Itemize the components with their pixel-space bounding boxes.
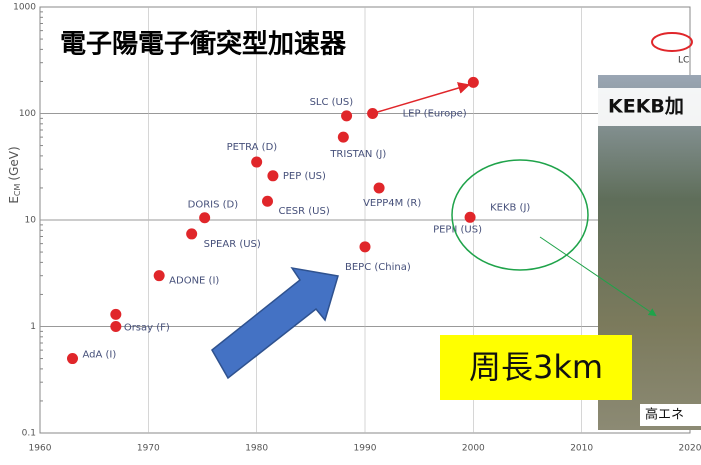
point-label: Orsay (F) bbox=[124, 323, 170, 334]
x-tick-label: 1980 bbox=[245, 444, 268, 454]
photo-caption-box bbox=[598, 88, 701, 126]
y-tick-label: 10 bbox=[25, 216, 37, 226]
point-label: PEPII (US) bbox=[433, 224, 482, 235]
point bbox=[110, 308, 122, 320]
point bbox=[359, 241, 371, 253]
x-tick-label: 2010 bbox=[570, 444, 593, 454]
point bbox=[262, 195, 273, 207]
y-axis-label: ECM (GeV) bbox=[7, 146, 22, 203]
point-label: LEP (Europe) bbox=[403, 109, 467, 120]
point-label: AdA (I) bbox=[83, 350, 117, 361]
point bbox=[337, 131, 349, 143]
photo-caption: KEKB加 bbox=[608, 96, 684, 118]
y-label-unit: (GeV) bbox=[7, 146, 21, 180]
point bbox=[367, 108, 379, 119]
y-tick-label: 1000 bbox=[13, 3, 36, 13]
point-label: CESR (US) bbox=[279, 206, 330, 217]
pointer bbox=[539, 236, 657, 317]
point-label: DORIS (D) bbox=[188, 200, 239, 211]
y-tick-label: 0.1 bbox=[22, 429, 36, 439]
point-label: ADONE (I) bbox=[169, 276, 219, 287]
chart: 0.1 1 10 100 1000 1960 1970 1980 1990 2000 2010 202… bbox=[13, 3, 701, 454]
lc-label: LC bbox=[678, 56, 689, 66]
highlight-ellipse bbox=[451, 159, 589, 271]
y-tick-label: 100 bbox=[19, 109, 36, 119]
x-tick-label: 2000 bbox=[462, 444, 485, 454]
y-tick-label: 1 bbox=[30, 322, 36, 332]
y-label-main: E bbox=[7, 196, 21, 204]
point bbox=[110, 321, 122, 332]
point bbox=[467, 76, 479, 88]
point bbox=[464, 211, 476, 223]
point bbox=[199, 212, 211, 224]
circumference-box bbox=[440, 335, 632, 400]
point bbox=[153, 270, 165, 282]
credit-box bbox=[640, 404, 701, 426]
point bbox=[186, 228, 198, 240]
point bbox=[267, 170, 279, 182]
point-label: SLC (US) bbox=[310, 97, 354, 108]
trend-arrow bbox=[372, 82, 471, 115]
point bbox=[341, 110, 353, 122]
point-label: SPEAR (US) bbox=[204, 239, 261, 250]
x-tick-label: 1960 bbox=[29, 444, 52, 454]
y-label-sub: CM bbox=[13, 184, 22, 197]
point-label: KEKB (J) bbox=[490, 202, 530, 213]
blue-arrow bbox=[211, 266, 339, 380]
circumference: 周長3km bbox=[469, 348, 603, 386]
point-label: TRISTAN (J) bbox=[329, 149, 386, 160]
x-tick-label: 1990 bbox=[354, 444, 377, 454]
point bbox=[67, 353, 78, 365]
point bbox=[251, 156, 263, 168]
x-tick-label: 1970 bbox=[137, 444, 160, 454]
point-label: PETRA (D) bbox=[227, 142, 278, 153]
point-label: PEP (US) bbox=[283, 171, 326, 182]
point-label: BEPC (China) bbox=[345, 262, 411, 273]
credit: 高エネ bbox=[645, 407, 684, 423]
chart-title: 電子陽電子衝突型加速器 bbox=[60, 29, 347, 60]
point-label: VEPP4M (R) bbox=[363, 198, 421, 209]
point bbox=[373, 182, 385, 194]
x-tick-label: 2020 bbox=[679, 444, 701, 454]
lc-ellipse bbox=[651, 32, 693, 52]
